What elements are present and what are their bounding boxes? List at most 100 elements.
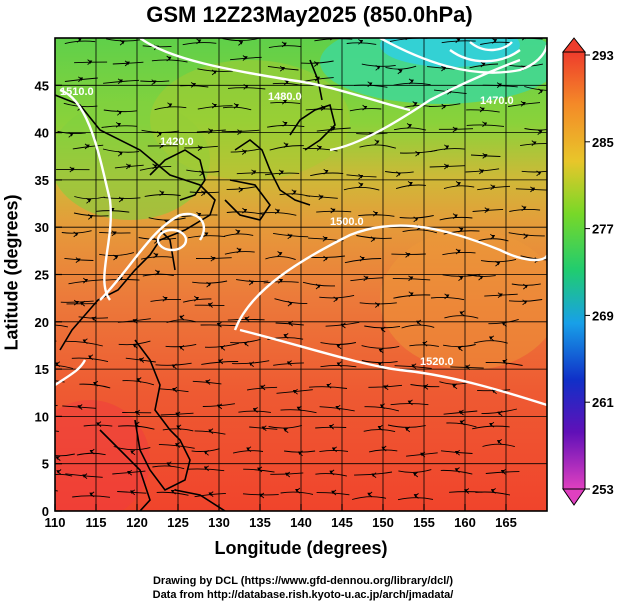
streamline-arrowhead bbox=[44, 427, 47, 432]
colorbar-tick-label: 261 bbox=[592, 395, 614, 410]
streamline-arrowhead bbox=[441, 103, 447, 110]
streamline-arrowhead bbox=[89, 448, 95, 455]
streamline-arrowhead bbox=[530, 186, 536, 193]
streamline-arrowhead bbox=[261, 425, 267, 432]
streamline-arrowhead bbox=[203, 449, 209, 456]
streamline-arrowhead bbox=[279, 65, 286, 72]
streamline-arrowhead bbox=[522, 299, 528, 306]
streamline-arrowhead bbox=[283, 79, 290, 86]
streamline-arrowhead bbox=[84, 143, 90, 150]
streamline-arrowhead bbox=[330, 125, 336, 132]
streamline bbox=[439, 381, 469, 385]
streamline-arrowhead bbox=[241, 149, 247, 155]
x-tick-label: 110 bbox=[45, 515, 66, 530]
streamline-arrowhead bbox=[281, 41, 287, 48]
x-tick-label: 145 bbox=[331, 515, 353, 530]
streamline bbox=[148, 217, 186, 221]
streamline-arrowhead bbox=[238, 186, 244, 193]
colorbar-tick-label: 277 bbox=[592, 222, 614, 237]
streamline-arrowhead bbox=[218, 358, 224, 365]
streamline-arrowhead bbox=[86, 197, 92, 204]
streamline-arrowhead bbox=[479, 106, 485, 113]
streamline-arrowhead bbox=[77, 404, 83, 410]
streamline-arrowhead bbox=[242, 207, 248, 214]
streamline-arrowhead bbox=[422, 340, 428, 347]
streamline-arrowhead bbox=[132, 318, 138, 324]
streamline-arrowhead bbox=[396, 171, 402, 177]
streamline-arrowhead bbox=[373, 210, 379, 217]
streamline-arrowhead bbox=[375, 302, 381, 308]
streamline-arrowhead bbox=[208, 128, 214, 134]
streamline-arrowhead bbox=[521, 38, 528, 41]
streamline-arrowhead bbox=[362, 104, 368, 111]
streamline-arrowhead bbox=[336, 361, 342, 368]
streamline-arrowhead bbox=[407, 180, 413, 187]
streamline bbox=[387, 424, 426, 428]
streamline-arrowhead bbox=[115, 121, 121, 128]
streamline-arrowhead bbox=[497, 292, 503, 299]
y-tick-label: 20 bbox=[35, 315, 49, 330]
geopotential-contours bbox=[55, 38, 547, 407]
streamline bbox=[166, 319, 196, 324]
map-title: GSM 12Z23May2025 (850.0hPa) bbox=[146, 2, 473, 27]
streamline-arrowhead bbox=[251, 169, 257, 176]
streamline-arrowhead bbox=[405, 38, 411, 41]
streamline-arrowhead bbox=[367, 491, 373, 498]
streamline bbox=[442, 273, 481, 277]
streamline-arrowhead bbox=[274, 208, 281, 215]
x-tick-label: 130 bbox=[208, 515, 230, 530]
streamline-arrowhead bbox=[281, 98, 288, 105]
y-tick-label: 25 bbox=[35, 268, 49, 283]
streamline bbox=[402, 229, 438, 234]
streamline-arrowhead bbox=[117, 150, 123, 157]
streamline-arrowhead bbox=[523, 233, 529, 239]
streamline-arrowhead bbox=[199, 170, 205, 177]
streamline-arrowhead bbox=[496, 439, 502, 445]
streamline-arrowhead bbox=[111, 230, 117, 237]
streamline-arrowhead bbox=[315, 283, 321, 290]
y-axis-label: Latitude (degrees) bbox=[1, 194, 22, 351]
streamline-arrowhead bbox=[452, 126, 458, 133]
streamline-arrowhead bbox=[217, 403, 223, 410]
contour-label: 1420.0 bbox=[160, 136, 194, 148]
streamline-arrowhead bbox=[335, 404, 341, 411]
streamline-arrowhead bbox=[408, 291, 414, 298]
streamline-arrowhead bbox=[406, 123, 412, 129]
streamline-arrowhead bbox=[194, 295, 200, 302]
streamline-arrowhead bbox=[423, 384, 429, 390]
streamline bbox=[113, 446, 151, 451]
streamline-arrowhead bbox=[170, 488, 176, 495]
streamline-arrowhead bbox=[282, 120, 288, 127]
contour-label: 1510.0 bbox=[60, 86, 94, 98]
streamline bbox=[74, 196, 105, 200]
streamline-arrowhead bbox=[459, 310, 465, 317]
x-tick-label: 155 bbox=[413, 515, 435, 530]
streamline bbox=[506, 63, 543, 67]
y-axis-ticks: 0 5 10 15 20 25 30 35 40 45 bbox=[35, 78, 62, 519]
streamline-arrowhead bbox=[330, 38, 336, 41]
streamline-arrowhead bbox=[523, 283, 529, 290]
streamline-arrowhead bbox=[166, 461, 172, 468]
streamline-arrowhead bbox=[134, 421, 140, 428]
streamline-arrowhead bbox=[257, 466, 263, 473]
contour-labels: 1480.0 1420.0 1470.0 1500.0 1520.0 1510.… bbox=[60, 86, 514, 368]
streamline-arrowhead bbox=[488, 335, 495, 342]
streamline-arrowhead bbox=[83, 277, 89, 284]
streamline-arrowhead bbox=[287, 320, 293, 327]
streamline-arrowhead bbox=[69, 166, 75, 173]
streamline-arrowhead bbox=[381, 445, 387, 452]
streamline-arrowhead bbox=[75, 257, 81, 263]
streamline-arrowhead bbox=[175, 442, 181, 448]
streamline-arrowhead bbox=[152, 163, 158, 170]
streamline bbox=[99, 252, 135, 257]
streamline-arrowhead bbox=[159, 142, 165, 149]
streamline-arrowhead bbox=[118, 196, 124, 203]
streamline-arrowhead bbox=[455, 248, 461, 255]
streamline-arrowhead bbox=[208, 491, 214, 497]
streamline bbox=[55, 324, 69, 328]
streamline-arrowhead bbox=[316, 145, 322, 151]
y-tick-label: 35 bbox=[35, 173, 49, 188]
streamline-arrowhead bbox=[370, 236, 376, 243]
streamline-arrowhead bbox=[96, 421, 102, 427]
